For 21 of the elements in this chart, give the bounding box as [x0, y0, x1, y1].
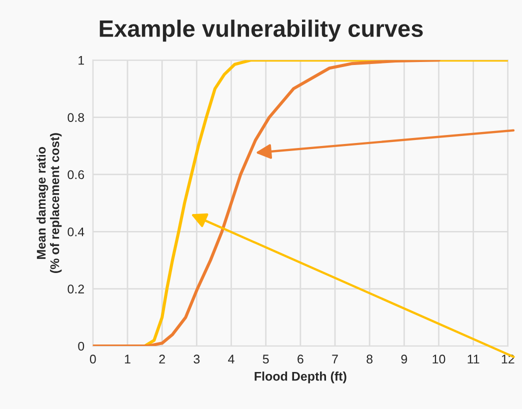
y-tick-label: 0.8 [68, 113, 84, 122]
x-tick-label: 10 [432, 354, 446, 364]
x-tick-label: 11 [468, 354, 480, 364]
y-tick-label: 0.4 [68, 227, 84, 236]
x-axis-title: Flood Depth (ft) [254, 372, 346, 384]
y-axis-title: Mean damage ratio (% of replacement cost) [36, 133, 62, 273]
x-tick-label: 4 [228, 354, 234, 364]
x-tick-label: 1 [124, 354, 130, 364]
y-tick-label: 0.2 [68, 284, 84, 294]
y-tick-label: 1 [78, 56, 84, 65]
x-tick-label: 8 [366, 354, 373, 364]
x-tick-label: 6 [298, 354, 304, 364]
y-tick-label: 0.6 [68, 170, 84, 180]
x-tick-label: 2 [159, 354, 165, 364]
chart-title: Example vulnerability curves [100, 20, 423, 42]
x-tick-label: 3 [194, 354, 200, 364]
x-tick-label: 7 [332, 354, 338, 364]
y-tick-label: 0 [78, 342, 84, 351]
x-tick-label: 5 [262, 354, 269, 364]
x-tick-label: 0 [90, 354, 96, 364]
x-tick-label: 9 [401, 354, 408, 364]
